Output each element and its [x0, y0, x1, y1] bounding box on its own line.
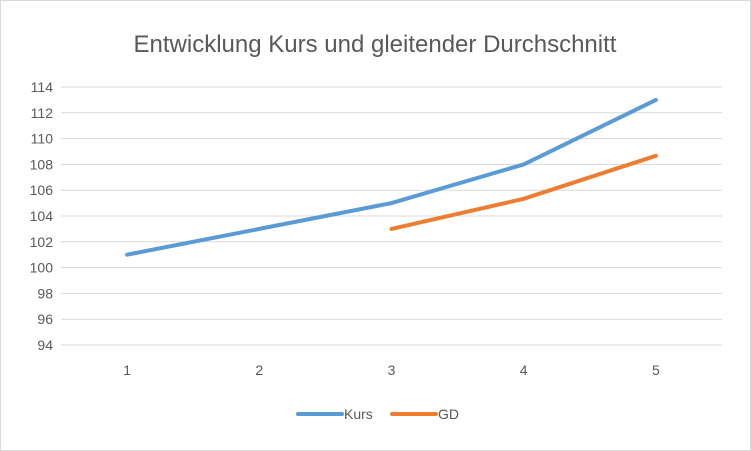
y-tick-label: 104	[30, 208, 54, 224]
x-tick-label: 3	[388, 362, 396, 378]
legend-label-kurs: Kurs	[344, 406, 373, 422]
y-tick-label: 100	[30, 260, 54, 276]
y-axis-ticks: 94 96 98 100 102 104 106 108 110 112 114	[30, 79, 54, 353]
y-tick-label: 98	[37, 285, 53, 301]
y-tick-label: 110	[31, 131, 54, 147]
series-line-kurs	[125, 97, 658, 257]
chart-title: Entwicklung Kurs und gleitender Durchsch…	[134, 31, 617, 58]
series-line-gd	[389, 153, 658, 231]
x-tick-label: 4	[520, 362, 528, 378]
legend-label-gd: GD	[438, 406, 459, 422]
y-tick-label: 96	[37, 311, 53, 327]
y-tick-label: 106	[30, 182, 54, 198]
legend: Kurs GD	[296, 406, 459, 422]
gridlines	[61, 86, 722, 346]
x-tick-label: 2	[255, 362, 263, 378]
x-axis-ticks: 1 2 3 4 5	[123, 362, 660, 378]
y-tick-label: 114	[31, 79, 54, 95]
x-tick-label: 1	[123, 362, 131, 378]
x-tick-label: 5	[652, 362, 660, 378]
y-tick-label: 102	[30, 234, 54, 250]
y-tick-label: 108	[30, 156, 54, 172]
y-tick-label: 94	[37, 337, 53, 353]
y-tick-label: 112	[31, 105, 54, 121]
series-lines	[125, 97, 658, 257]
